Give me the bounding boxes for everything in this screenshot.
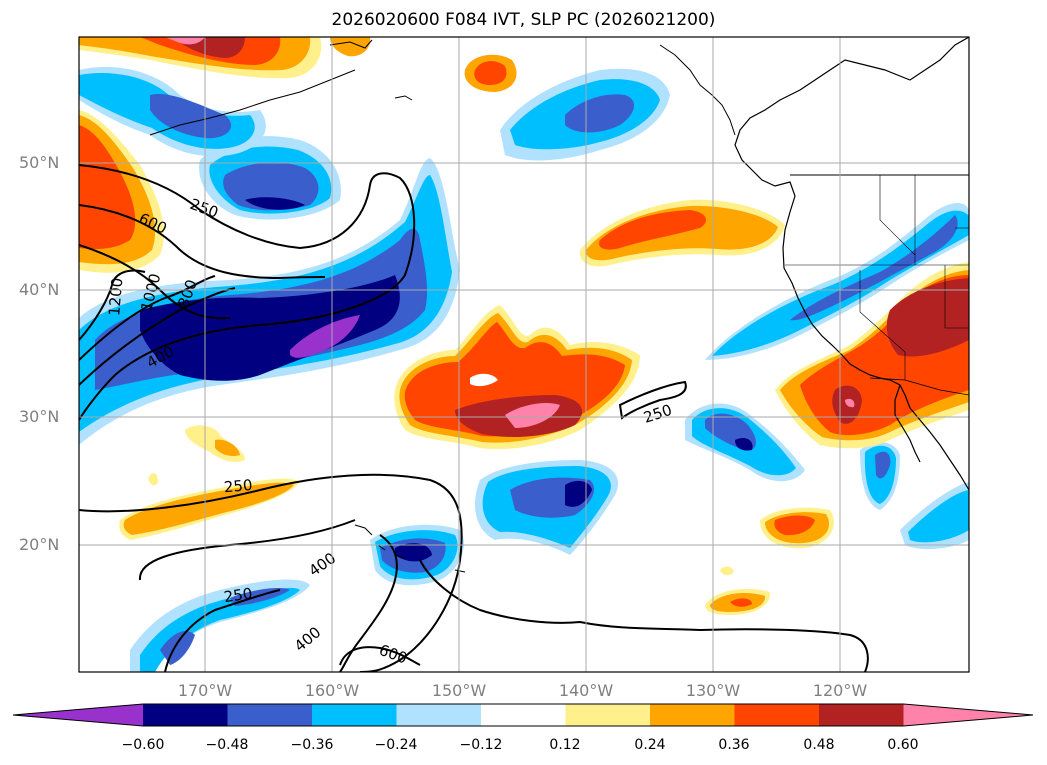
lat-label: 40°N	[19, 280, 60, 299]
colorbar-segment	[819, 704, 904, 726]
contour-label: 1200	[105, 277, 126, 317]
colorbar-segment	[734, 704, 820, 726]
colorbar-tick-label: −0.60	[121, 737, 165, 753]
colorbar-tick-label: −0.36	[290, 737, 334, 753]
lon-label: 160°W	[304, 681, 360, 700]
colorbar-segment	[227, 704, 313, 726]
map-frame	[78, 36, 970, 673]
contour-label: 250	[223, 476, 253, 496]
lat-label: 50°N	[19, 153, 60, 172]
colorbar-tick-label: −0.12	[459, 737, 503, 753]
colorbar-segment	[650, 704, 735, 726]
colorbar-tick-label: −0.24	[374, 737, 418, 753]
colorbar-tick-label: 0.60	[887, 737, 919, 753]
colorbar-tick-label: 0.24	[634, 737, 666, 753]
coastlines-and-borders	[149, 37, 969, 573]
colorbar-tick-label: 0.12	[549, 737, 581, 753]
colorbar-extend-low	[13, 704, 143, 726]
slp-contours	[79, 164, 869, 672]
contour-label: 250	[223, 584, 254, 606]
colorbar-segment	[396, 704, 482, 726]
colorbar-segment	[143, 704, 228, 726]
colorbar-segment	[481, 704, 566, 726]
contour-label: 400	[291, 623, 325, 655]
colorbar-segment	[565, 704, 651, 726]
lon-label: 120°W	[812, 681, 868, 700]
lon-label: 150°W	[431, 681, 487, 700]
colorbar	[12, 703, 1034, 727]
lon-label: 130°W	[685, 681, 741, 700]
lat-label: 20°N	[19, 535, 60, 554]
lon-label: 140°W	[558, 681, 614, 700]
lon-label: 170°W	[177, 681, 233, 700]
colorbar-tick-label: −0.48	[205, 737, 249, 753]
colorbar-extend-high	[903, 704, 1033, 726]
negative-anomaly-core-purple	[290, 315, 360, 358]
map-title: 2026020600 F084 IVT, SLP PC (2026021200)	[331, 10, 716, 30]
colorbar-outline	[12, 703, 1034, 727]
contour-label: 600	[377, 641, 410, 668]
colorbar-segment	[312, 704, 397, 726]
colorbar-tick-label: 0.48	[803, 737, 835, 753]
lat-label: 30°N	[19, 407, 60, 426]
contour-label: 400	[305, 549, 339, 580]
graticule	[79, 37, 969, 672]
ivt-anomaly-fields	[79, 37, 969, 672]
colorbar-tick-label: 0.36	[718, 737, 750, 753]
